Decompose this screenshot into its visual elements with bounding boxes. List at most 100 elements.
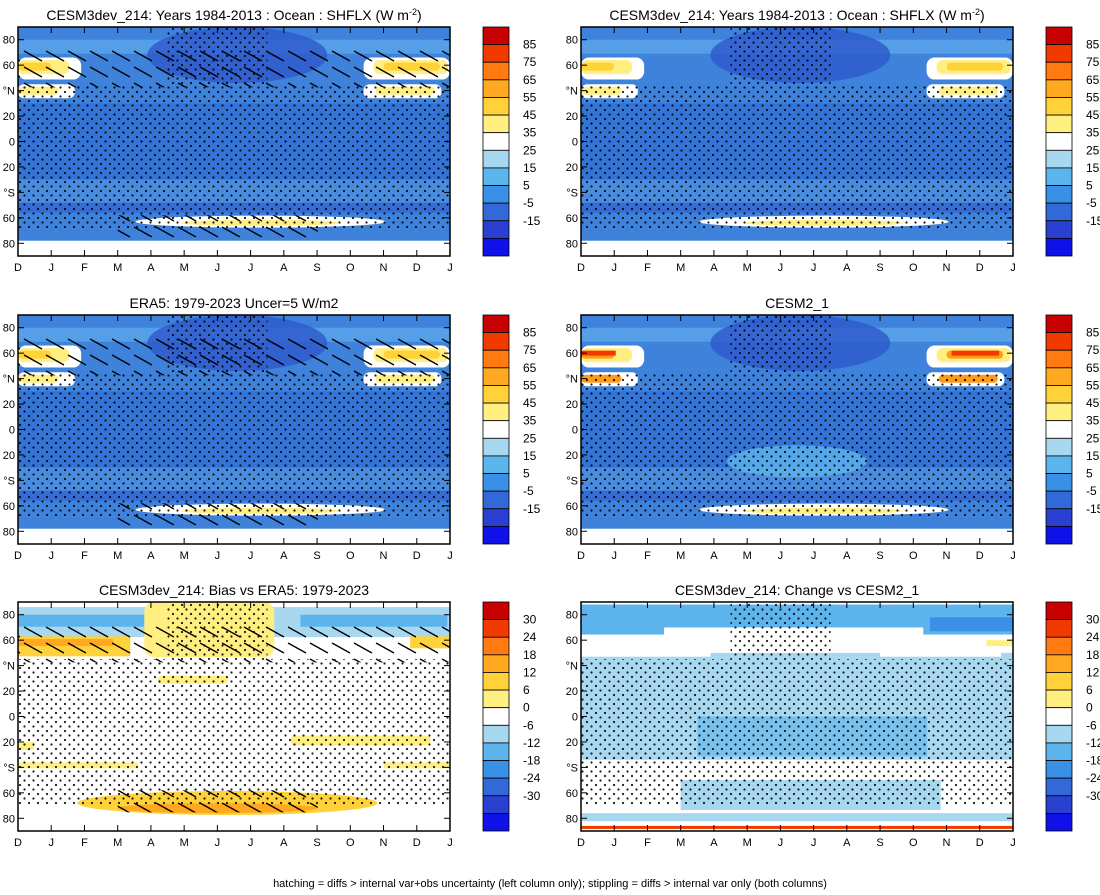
x-tick-label: A <box>147 262 155 274</box>
x-tick-label: A <box>710 550 718 562</box>
x-tick-label: J <box>778 837 784 849</box>
colorbar-label: 0 <box>1086 701 1093 715</box>
chart-panel-change-vs-cesm2: CESM3dev_214: Change vs CESM2_18060°N200… <box>566 582 1100 849</box>
colorbar-swatch <box>1045 420 1073 439</box>
stippling-overlay <box>581 84 1013 231</box>
x-tick-label: J <box>48 837 54 849</box>
colorbar-swatch <box>1045 654 1073 673</box>
colorbar-label: 25 <box>523 431 537 445</box>
x-tick-label: J <box>811 837 817 849</box>
y-tick-label: 60 <box>566 788 578 800</box>
colorbar-swatch <box>1045 601 1073 621</box>
colorbar-swatch <box>482 812 510 832</box>
x-tick-label: J <box>48 550 54 562</box>
y-tick-label: 20 <box>566 686 578 698</box>
colorbar-label: 24 <box>1086 630 1100 644</box>
x-tick-label: F <box>644 550 651 562</box>
colorbar: 85 75 65 55 45 35 25 15 5 -5 -15 <box>482 26 541 257</box>
x-tick-label: M <box>676 550 685 562</box>
colorbar-swatch <box>482 332 510 351</box>
colorbar-label: 85 <box>523 326 537 340</box>
colorbar-swatch <box>1045 97 1073 116</box>
colorbar-swatch <box>1045 689 1073 709</box>
x-tick-label: O <box>346 550 355 562</box>
colorbar-swatch <box>482 26 510 46</box>
colorbar: 85 75 65 55 45 35 25 15 5 -5 -15 <box>1045 26 1100 257</box>
x-tick-label: A <box>280 262 288 274</box>
heatmap-field <box>18 602 450 831</box>
colorbar-swatch <box>482 795 510 814</box>
x-tick-label: J <box>248 837 254 849</box>
x-tick-label: D <box>413 550 421 562</box>
colorbar-label: 55 <box>1086 378 1100 392</box>
y-tick-label: 20 <box>3 737 15 749</box>
y-tick-label: °N <box>566 374 578 386</box>
colorbar-swatch <box>1045 332 1073 351</box>
colorbar-label: 55 <box>1086 90 1100 104</box>
x-tick-label: J <box>611 550 617 562</box>
chart-title: CESM3dev_214: Years 1984-2013 : Ocean : … <box>46 7 421 23</box>
colorbar-swatch <box>482 724 510 744</box>
colorbar-label: 75 <box>1086 55 1100 69</box>
colorbar-swatch <box>1045 185 1073 204</box>
y-tick-label: °S <box>566 762 578 774</box>
y-tick-label: 20 <box>566 450 578 462</box>
colorbar-label: 25 <box>1086 143 1100 157</box>
x-tick-label: D <box>976 550 984 562</box>
x-tick-label: M <box>743 837 752 849</box>
y-tick-label: 60 <box>566 60 578 72</box>
colorbar-label: -5 <box>1086 196 1097 210</box>
hatching-overlay <box>117 790 318 813</box>
x-tick-label: F <box>644 262 651 274</box>
x-tick-label: S <box>313 837 320 849</box>
y-tick-label: 20 <box>566 162 578 174</box>
heatmap-field <box>581 602 1013 831</box>
colorbar-swatch <box>482 689 510 709</box>
chart-panel-era5: ERA5: 1979-2023 Uncer=5 W/m2 80 60 °N 20 0 20 °… <box>3 295 541 562</box>
colorbar-label: 65 <box>1086 73 1100 87</box>
y-tick-label: °S <box>3 475 15 487</box>
colorbar-label: 12 <box>1086 665 1100 679</box>
x-tick-label: J <box>447 837 453 849</box>
x-tick-label: D <box>577 837 585 849</box>
colorbar-label: 75 <box>1086 343 1100 357</box>
x-tick-label: M <box>180 837 189 849</box>
colorbar-swatch <box>482 672 510 691</box>
colorbar-label: 25 <box>1086 431 1100 445</box>
hatching-overlay <box>18 47 450 88</box>
x-tick-label: J <box>811 262 817 274</box>
colorbar-swatch <box>1045 619 1073 638</box>
y-tick-label: 80 <box>3 526 15 538</box>
chart-panel-cesm2: CESM2_1 80 60 °N 20 0 20 °S 60 80 D J F M A M J J A S O N D J 85… <box>566 295 1100 562</box>
colorbar-label: -18 <box>1086 754 1100 768</box>
colorbar-label: -6 <box>1086 718 1097 732</box>
colorbar-label: 45 <box>1086 108 1100 122</box>
colorbar-swatch <box>482 185 510 204</box>
colorbar-label: 18 <box>523 648 537 662</box>
x-tick-label: M <box>113 262 122 274</box>
colorbar-swatch <box>1045 508 1073 527</box>
x-tick-label: J <box>215 262 221 274</box>
colorbar-swatch <box>482 114 510 134</box>
y-tick-label: 60 <box>566 501 578 513</box>
colorbar-swatch <box>482 349 510 369</box>
x-tick-label: M <box>180 550 189 562</box>
colorbar-swatch <box>482 525 510 545</box>
colorbar-swatch <box>1045 742 1073 761</box>
colorbar-label: 18 <box>1086 648 1100 662</box>
x-tick-label: D <box>976 262 984 274</box>
stippling-overlay <box>18 372 450 519</box>
colorbar-label: 15 <box>523 449 537 463</box>
y-tick-label: 80 <box>3 238 15 250</box>
x-tick-label: J <box>1010 262 1016 274</box>
colorbar-swatch <box>482 149 510 169</box>
colorbar-swatch <box>482 777 510 797</box>
colorbar-label: 45 <box>1086 396 1100 410</box>
colorbar-swatch <box>1045 636 1073 656</box>
x-tick-label: S <box>876 837 883 849</box>
colorbar-swatch <box>482 437 510 457</box>
y-tick-label: 0 <box>572 425 578 437</box>
x-tick-label: S <box>876 262 883 274</box>
colorbar-swatch <box>482 220 510 239</box>
colorbar-label: 65 <box>1086 361 1100 375</box>
